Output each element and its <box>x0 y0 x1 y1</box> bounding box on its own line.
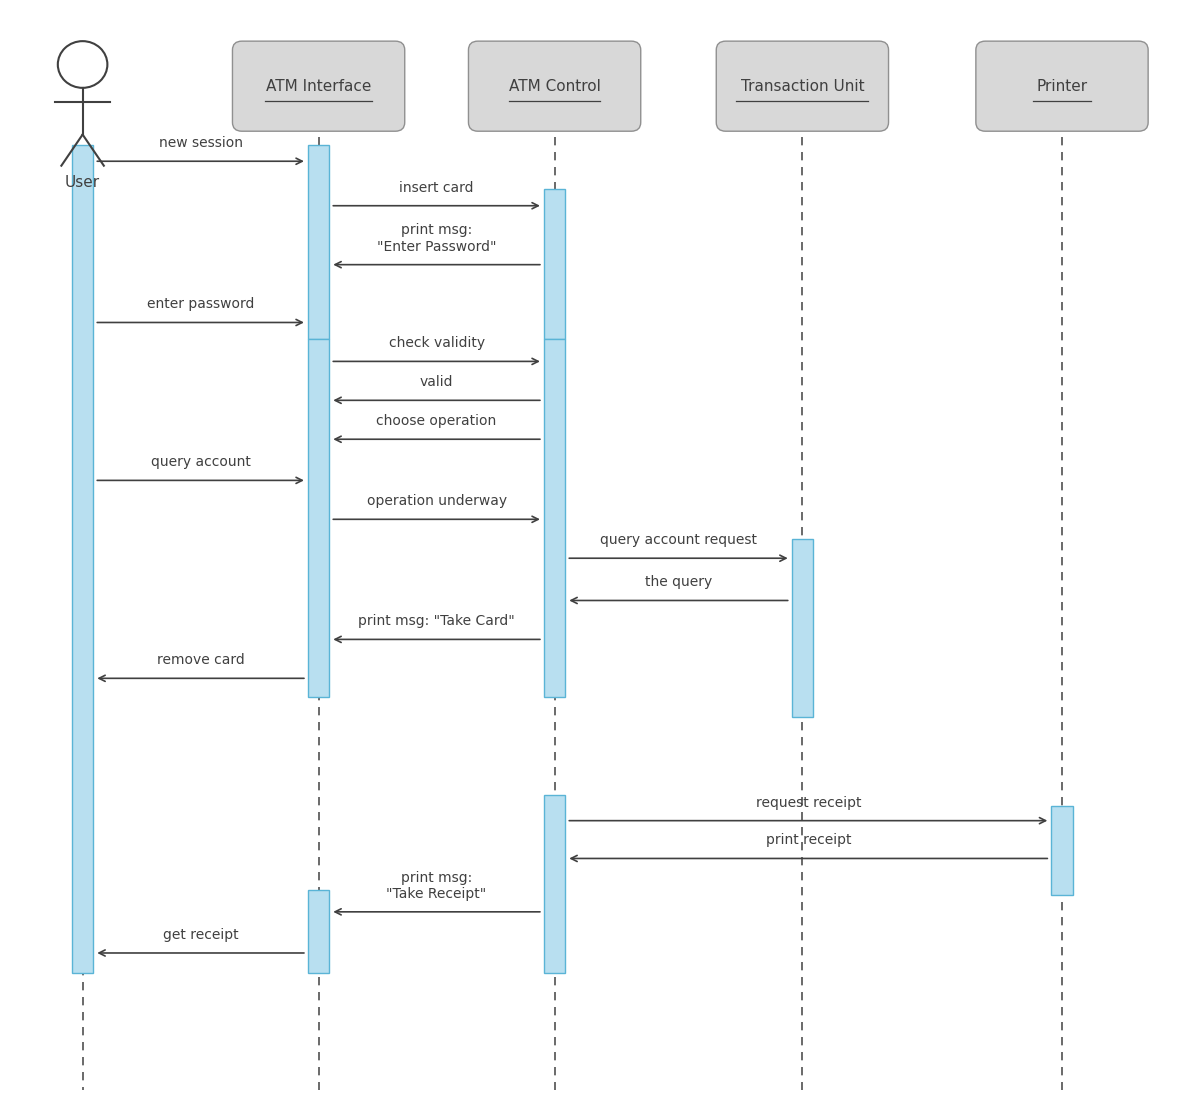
Text: print receipt: print receipt <box>766 833 851 847</box>
Bar <box>1051 806 1073 895</box>
Text: choose operation: choose operation <box>376 414 497 428</box>
Text: print msg:
"Enter Password": print msg: "Enter Password" <box>376 224 497 254</box>
Text: valid: valid <box>420 375 453 389</box>
FancyBboxPatch shape <box>976 41 1148 131</box>
Text: new session: new session <box>158 136 243 150</box>
Bar <box>544 339 565 697</box>
Text: query account request: query account request <box>599 533 758 547</box>
Bar <box>308 339 329 697</box>
Bar <box>308 145 329 339</box>
Text: request receipt: request receipt <box>755 795 861 810</box>
Text: get receipt: get receipt <box>163 927 238 942</box>
Text: User: User <box>65 175 100 189</box>
Text: Transaction Unit: Transaction Unit <box>741 79 864 93</box>
Text: Printer: Printer <box>1036 79 1088 93</box>
Bar <box>544 795 565 973</box>
Bar <box>308 890 329 973</box>
Text: enter password: enter password <box>148 297 254 311</box>
Bar <box>72 145 93 973</box>
FancyBboxPatch shape <box>232 41 405 131</box>
Text: remove card: remove card <box>157 653 244 667</box>
Text: query account: query account <box>151 455 250 469</box>
Text: print msg:
"Take Receipt": print msg: "Take Receipt" <box>387 871 486 901</box>
Bar <box>792 539 813 717</box>
Text: the query: the query <box>645 575 712 589</box>
Text: ATM Interface: ATM Interface <box>266 79 372 93</box>
Text: operation underway: operation underway <box>367 494 506 508</box>
Text: ATM Control: ATM Control <box>509 79 601 93</box>
FancyBboxPatch shape <box>468 41 641 131</box>
Text: insert card: insert card <box>399 180 474 195</box>
Text: print msg: "Take Card": print msg: "Take Card" <box>359 614 514 628</box>
Text: check validity: check validity <box>388 336 485 350</box>
FancyBboxPatch shape <box>716 41 889 131</box>
Bar <box>544 189 565 339</box>
